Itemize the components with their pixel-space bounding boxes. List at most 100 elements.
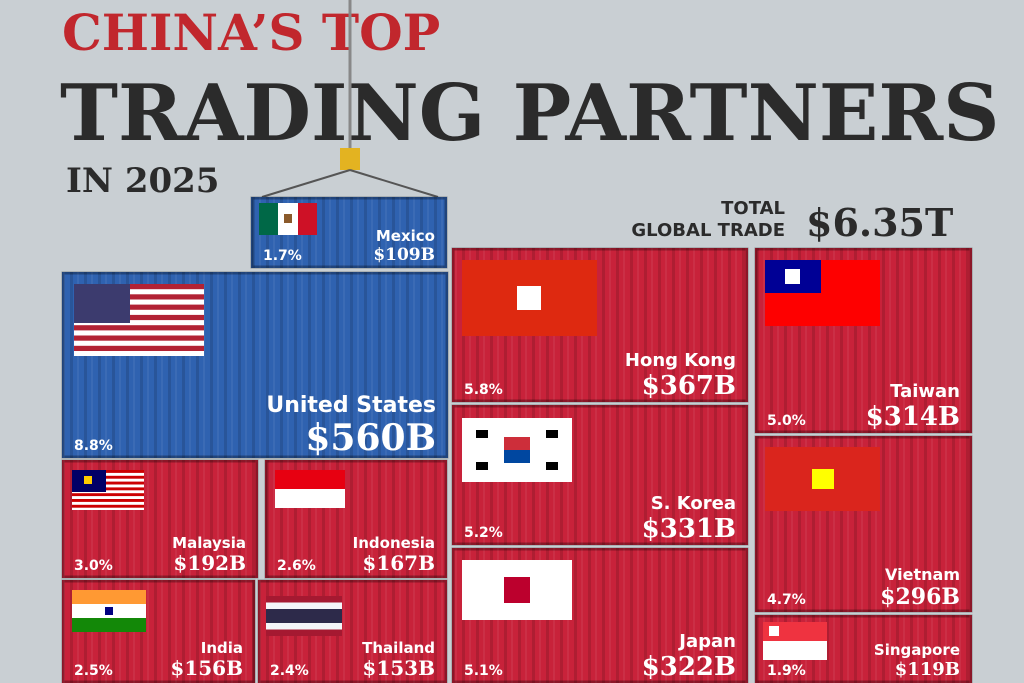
flag-part <box>769 626 779 636</box>
partner-share: 5.8% <box>464 382 503 398</box>
partner-name: Hong Kong <box>625 350 736 371</box>
partner-share: 8.8% <box>74 438 113 454</box>
flag-part <box>266 609 342 623</box>
partner-value: $367B <box>642 371 736 401</box>
partner-value: $322B <box>642 652 736 682</box>
partner-name: Taiwan <box>890 381 960 402</box>
flag-part <box>275 470 345 489</box>
container-frame <box>451 247 749 403</box>
crane-sling <box>349 169 439 198</box>
flag-part <box>785 269 800 284</box>
total-value: $6.35T <box>806 200 953 245</box>
total-label: TOTAL <box>721 198 785 219</box>
partner-name: S. Korea <box>651 493 736 514</box>
partner-value: $192B <box>173 551 246 575</box>
flag-part <box>74 284 204 290</box>
crane-hook <box>340 148 360 170</box>
container-frame <box>754 435 973 613</box>
partner-name: Indonesia <box>353 534 435 552</box>
flag-part <box>476 430 488 438</box>
partner-value: $153B <box>362 656 435 680</box>
partner-value: $167B <box>362 551 435 575</box>
flag-part <box>504 437 530 450</box>
partner-share: 5.2% <box>464 525 503 541</box>
flag-part <box>546 462 558 470</box>
flag-part <box>476 462 488 470</box>
flag-part <box>72 504 144 508</box>
title-line2: TRADING PARTNERS <box>60 68 999 159</box>
title-line1: CHINA’S TOP <box>62 3 440 62</box>
partner-name: Japan <box>677 631 736 652</box>
flag-part <box>72 481 144 485</box>
container-frame <box>61 579 256 683</box>
partner-share: 3.0% <box>74 558 113 574</box>
partner-value: $156B <box>170 656 243 680</box>
flag-part <box>298 203 317 235</box>
container-frame <box>61 459 259 579</box>
flag-part <box>74 294 204 300</box>
flag-part <box>72 475 144 479</box>
partner-share: 5.0% <box>767 413 806 429</box>
partner-share: 1.7% <box>263 248 302 264</box>
partner-share: 4.7% <box>767 592 806 608</box>
container-frame <box>250 196 448 269</box>
flag-part <box>504 577 530 603</box>
flag-part <box>72 470 144 473</box>
partner-share: 2.5% <box>74 663 113 679</box>
partner-value: $314B <box>866 402 960 432</box>
flag-part <box>72 493 144 497</box>
container-frame <box>264 459 448 579</box>
container-frame <box>451 547 749 683</box>
container-frame <box>754 247 973 434</box>
flag-part <box>84 476 92 484</box>
container-frame <box>257 579 448 683</box>
partner-share: 1.9% <box>767 663 806 679</box>
flag-part <box>812 469 834 489</box>
partner-name: Mexico <box>376 227 435 245</box>
partner-name: India <box>201 639 243 657</box>
partner-name: Malaysia <box>172 534 246 552</box>
flag-part <box>74 304 204 310</box>
flag-part <box>72 618 146 632</box>
flag-part <box>74 284 130 323</box>
flag-part <box>105 607 113 615</box>
flag-part <box>284 214 292 223</box>
partner-share: 2.6% <box>277 558 316 574</box>
partner-value: $119B <box>895 659 960 680</box>
partner-value: $560B <box>305 417 436 459</box>
flag-part <box>74 335 204 341</box>
partner-name: Singapore <box>874 641 960 659</box>
flag-part <box>517 286 541 310</box>
flag-part <box>74 345 204 351</box>
container-frame <box>61 271 449 459</box>
flag-part <box>546 430 558 438</box>
partner-share: 5.1% <box>464 663 503 679</box>
partner-name: Vietnam <box>885 565 960 584</box>
flag-part <box>74 314 204 321</box>
partner-name: United States <box>266 393 436 418</box>
partner-value: $331B <box>642 514 736 544</box>
title-line3: IN 2025 <box>66 161 219 201</box>
flag-part <box>504 450 530 463</box>
flag-part <box>259 203 278 235</box>
crane-sling <box>261 169 351 198</box>
partner-name: Thailand <box>362 639 435 657</box>
container-frame <box>754 614 973 683</box>
partner-value: $296B <box>880 584 960 610</box>
partner-value: $109B <box>373 245 435 265</box>
flag-part <box>72 487 144 491</box>
flag-part <box>72 590 146 604</box>
